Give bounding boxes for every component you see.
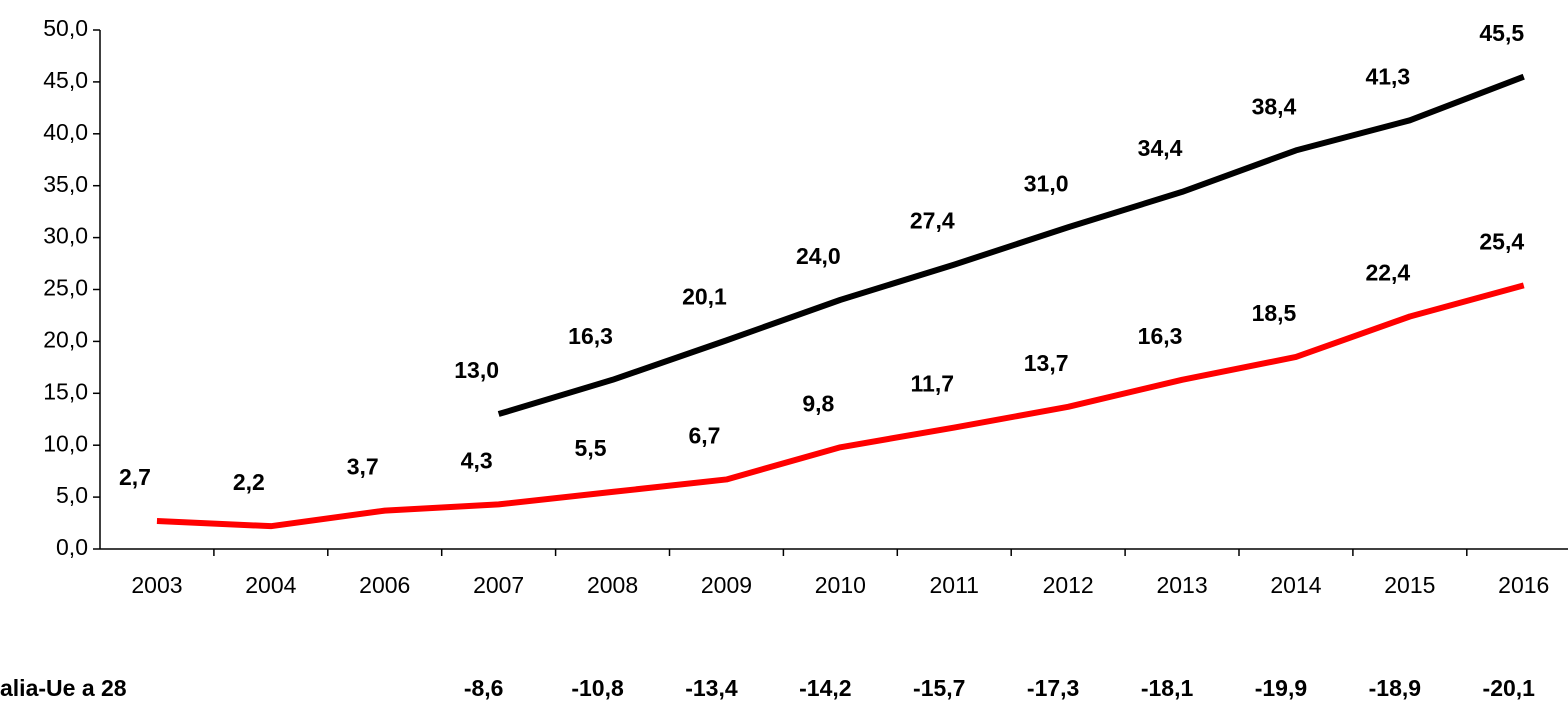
- data-label: 6,7: [688, 423, 720, 449]
- line-series: [156, 282, 1525, 530]
- data-label: 27,4: [910, 208, 955, 234]
- x-tick-label: 2014: [1270, 572, 1321, 598]
- data-label: 16,3: [568, 323, 613, 349]
- y-tick-label: 45,0: [43, 67, 88, 93]
- difference-label: alia-Ue a 28: [0, 675, 127, 701]
- difference-value: -10,8: [571, 675, 624, 701]
- y-tick-label: 15,0: [43, 378, 88, 404]
- data-label: 9,8: [802, 390, 834, 416]
- difference-value: -19,9: [1255, 675, 1307, 701]
- difference-value: -15,7: [913, 675, 965, 701]
- y-tick-label: 20,0: [43, 326, 88, 352]
- data-label: 24,0: [796, 243, 841, 269]
- x-tick-label: 2015: [1384, 572, 1435, 598]
- x-tick-label: 2012: [1043, 572, 1094, 598]
- data-label: 41,3: [1365, 63, 1410, 89]
- y-tick-label: 5,0: [56, 482, 88, 508]
- y-tick-label: 35,0: [43, 171, 88, 197]
- data-label: 25,4: [1479, 228, 1524, 254]
- y-tick-label: 0,0: [56, 534, 88, 560]
- difference-value: -13,4: [685, 675, 738, 701]
- difference-value: -14,2: [799, 675, 851, 701]
- data-label: 18,5: [1252, 300, 1297, 326]
- line-series: [497, 73, 1525, 417]
- data-label: 31,0: [1024, 170, 1069, 196]
- data-label: 45,5: [1479, 20, 1524, 46]
- difference-value: -18,9: [1369, 675, 1421, 701]
- x-tick-label: 2003: [131, 572, 182, 598]
- y-tick-label: 50,0: [43, 15, 88, 41]
- x-tick-label: 2013: [1156, 572, 1207, 598]
- y-tick-label: 25,0: [43, 275, 88, 301]
- data-label: 3,7: [347, 454, 379, 480]
- data-label: 34,4: [1138, 135, 1183, 161]
- data-label: 13,0: [454, 357, 499, 383]
- x-tick-label: 2006: [359, 572, 410, 598]
- x-tick-label: 2008: [587, 572, 638, 598]
- data-label: 11,7: [911, 371, 955, 397]
- x-tick-label: 2016: [1498, 572, 1549, 598]
- difference-value: -18,1: [1141, 675, 1194, 701]
- data-label: 22,4: [1365, 260, 1410, 286]
- data-label: 2,2: [233, 469, 265, 495]
- data-label: 2,7: [119, 464, 151, 490]
- y-tick-label: 10,0: [43, 430, 88, 456]
- x-tick-label: 2011: [930, 572, 979, 598]
- difference-value: -8,6: [464, 675, 504, 701]
- data-label: 38,4: [1252, 93, 1297, 119]
- data-label: 4,3: [461, 447, 493, 473]
- data-label: 5,5: [575, 435, 607, 461]
- difference-value: -17,3: [1027, 675, 1079, 701]
- x-tick-label: 2004: [245, 572, 296, 598]
- x-tick-label: 2010: [815, 572, 866, 598]
- y-tick-label: 30,0: [43, 223, 88, 249]
- y-tick-label: 40,0: [43, 119, 88, 145]
- x-tick-label: 2007: [473, 572, 524, 598]
- data-label: 13,7: [1024, 350, 1069, 376]
- data-label: 16,3: [1138, 323, 1183, 349]
- difference-value: -20,1: [1483, 675, 1536, 701]
- data-label: 20,1: [682, 283, 727, 309]
- x-tick-label: 2009: [701, 572, 752, 598]
